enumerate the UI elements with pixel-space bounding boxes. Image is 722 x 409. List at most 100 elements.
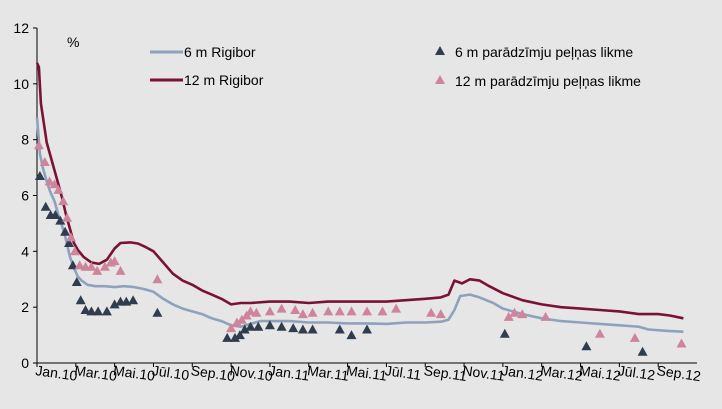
scatter-point-series-2 (637, 346, 648, 356)
y-tick-label: 6 (21, 188, 29, 204)
x-tick-label: Jan.12 (500, 362, 544, 384)
scatter-point-series-2 (297, 324, 308, 334)
x-tick-label: Jūl.10 (151, 362, 190, 383)
legend-swatch-12m-paradzimju-triangle-icon (435, 75, 445, 84)
y-tick-label: 12 (13, 20, 29, 36)
legend-label-12m-paradzimju: 12 m parādzīmju peļņas likme (455, 73, 641, 89)
scatter-point-series-3 (109, 256, 120, 266)
scatter-point-series-3 (33, 140, 44, 150)
x-tick-label: Mai.11 (345, 362, 388, 384)
scatter-point-series-2 (93, 306, 104, 316)
scatter-point-series-2 (50, 210, 61, 219)
scatter-point-series-3 (69, 246, 80, 256)
scatter-point-series-2 (71, 277, 82, 286)
scatter-point-series-3 (391, 303, 402, 313)
scatter-point-series-3 (426, 307, 437, 317)
scatter-point-series-3 (62, 212, 73, 222)
scatter-point-series-3 (346, 306, 357, 316)
x-tick-label: Sep.12 (656, 362, 702, 384)
scatter-point-series-3 (92, 265, 103, 275)
scatter-point-series-3 (226, 323, 237, 333)
x-tick-label: Mar.10 (73, 362, 118, 384)
scatter-point-series-2 (64, 238, 74, 247)
x-tick-label: Mar.11 (306, 362, 350, 384)
scatter-point-series-3 (435, 309, 446, 319)
scatter-point-series-3 (264, 306, 275, 316)
series-group (33, 62, 687, 356)
scatter-point-series-3 (74, 260, 85, 270)
scatter-point-series-2 (499, 328, 510, 338)
scatter-point-series-2 (334, 324, 345, 334)
scatter-point-series-3 (307, 307, 318, 317)
scatter-point-series-2 (67, 260, 78, 270)
scatter-point-series-2 (245, 321, 256, 331)
scatter-point-series-3 (115, 265, 126, 275)
scatter-point-series-3 (231, 317, 242, 327)
legend-label-12m-rigibor: 12 m Rigibor (184, 72, 264, 88)
series-line-1 (35, 62, 684, 320)
scatter-point-series-2 (152, 307, 163, 317)
scatter-point-series-3 (323, 306, 334, 316)
y-tick-label: 8 (21, 132, 29, 148)
scatter-point-series-3 (44, 176, 55, 186)
y-tick-label: 4 (21, 243, 29, 259)
scatter-point-series-3 (290, 305, 301, 314)
x-tick-label: Mar.12 (539, 362, 584, 384)
scatter-point-series-2 (239, 324, 250, 334)
scatter-point-series-3 (540, 311, 551, 321)
scatter-point-series-3 (503, 311, 514, 321)
scatter-point-series-3 (53, 184, 64, 194)
legend: 6 m Rigibor 12 m Rigibor 6 m parādzīmju … (150, 44, 641, 89)
x-tick-label: Nov.11 (462, 362, 506, 384)
scatter-point-series-3 (49, 179, 60, 189)
x-tick-label: Nov.10 (229, 362, 274, 384)
scatter-point-series-2 (222, 332, 233, 342)
y-tick-label: 0 (21, 355, 29, 371)
scatter-point-series-3 (334, 306, 345, 316)
y-tick-label: 10 (13, 76, 29, 92)
scatter-point-series-3 (86, 261, 97, 271)
scatter-point-series-3 (509, 307, 520, 317)
legend-label-6m-rigibor: 6 m Rigibor (184, 44, 256, 60)
y-axis-ticks: 0 2 4 6 8 10 12 (13, 20, 37, 371)
scatter-point-series-2 (80, 305, 91, 314)
scatter-point-series-2 (109, 299, 120, 309)
scatter-point-series-2 (307, 324, 318, 334)
scatter-point-series-2 (253, 321, 264, 331)
scatter-point-series-2 (101, 306, 112, 316)
legend-swatch-6m-paradzimju-triangle-icon (435, 46, 445, 55)
legend-entry-6m-rigibor: 6 m Rigibor (150, 44, 256, 60)
scatter-point-series-3 (297, 309, 308, 319)
scatter-point-series-2 (362, 324, 372, 334)
scatter-point-series-2 (40, 201, 51, 211)
x-tick-label: Sep.11 (423, 362, 468, 384)
scatter-point-series-3 (594, 328, 605, 338)
scatter-point-series-2 (581, 341, 592, 351)
scatter-point-series-2 (230, 332, 240, 342)
scatter-point-series-2 (234, 330, 245, 340)
scatter-point-series-3 (58, 196, 69, 206)
x-tick-label: Mai.12 (578, 362, 622, 384)
scatter-point-series-2 (276, 321, 287, 331)
x-tick-label: Sep.10 (190, 362, 236, 384)
y-tick-label: 2 (21, 299, 29, 315)
x-tick-label: Jūl.12 (617, 362, 656, 383)
scatter-point-series-3 (629, 332, 640, 342)
legend-label-6m-paradzimju: 6 m parādzīmju peļņas likme (455, 44, 633, 60)
scatter-point-series-2 (128, 295, 139, 305)
scatter-point-series-2 (60, 226, 71, 236)
legend-entry-12m-rigibor: 12 m Rigibor (150, 72, 264, 88)
scatter-point-series-3 (362, 306, 372, 316)
scatter-point-series-2 (346, 330, 357, 340)
y-unit-label: % (67, 34, 79, 50)
x-tick-label: Jan.10 (35, 362, 79, 384)
scatter-point-series-2 (264, 320, 275, 330)
legend-entry-6m-paradzimju: 6 m parādzīmju peļņas likme (435, 44, 633, 60)
scatter-point-series-3 (152, 274, 163, 284)
scatter-point-series-2 (34, 171, 45, 180)
legend-entry-12m-paradzimju: 12 m parādzīmju peļņas likme (435, 73, 641, 89)
x-tick-label: Jan.11 (268, 362, 311, 384)
